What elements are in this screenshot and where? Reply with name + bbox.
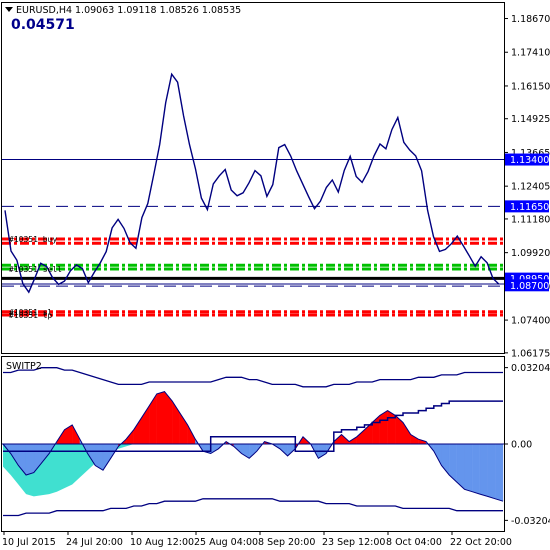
oscillator-step-line: [3, 400, 503, 452]
time-tick-label: 8 Sep 20:00: [258, 537, 315, 548]
time-tick-label: 8 Oct 04:00: [386, 537, 442, 548]
time-tick-label: 23 Sep 12:00: [322, 537, 385, 548]
price-tick-label: 1.18670: [511, 14, 550, 25]
object-label: #10351 sell: [9, 265, 62, 274]
price-tag-label: 1.11650: [510, 202, 549, 213]
main-frame: [1, 2, 505, 354]
time-tick-label: 10 Aug 12:00: [130, 537, 194, 548]
oscillator-title: SWITP2: [6, 361, 42, 372]
chart-ohlc: 1.09063 1.09118 1.08526 1.08535: [75, 5, 241, 16]
oscillator-fill-segment: [25, 443, 34, 476]
price-tick-label: 1.17410: [511, 48, 550, 59]
price-tag: [505, 153, 549, 166]
oscillator-fill-segment: [479, 443, 488, 497]
oscillator-fill-segment: [472, 443, 481, 495]
price-tick-label: 1.09920: [511, 248, 550, 259]
oscillator-band-fill: [3, 444, 503, 497]
oscillator-envelope-lower-line: [3, 498, 503, 517]
oscillator-series: [2, 367, 504, 517]
price-tick-label: 1.12405: [511, 182, 550, 193]
oscillator-fill-segment: [379, 410, 388, 445]
oscillator-fill-segment: [387, 410, 396, 445]
price-tag: [505, 279, 549, 292]
price-tick-label: 1.16150: [511, 81, 550, 92]
time-tick-label: 10 Jul 2015: [2, 537, 56, 548]
price-tick-label: 1.07400: [511, 316, 550, 327]
price-tick-label: 1.11180: [511, 214, 550, 225]
price-tick-label: 1.06175: [511, 348, 550, 359]
time-axis: 10 Jul 2015 24 Jul 20:00 10 Aug 12:00 25 Au…: [2, 531, 512, 548]
oscillator-fill-segment: [487, 443, 496, 500]
oscillator-tick-label: -0.03204: [511, 516, 550, 527]
time-tick-label: 24 Jul 20:00: [66, 537, 123, 548]
time-tick-label: 25 Aug 04:00: [194, 537, 258, 548]
object-label: #10351 buy: [9, 235, 57, 244]
price-tick-label: 1.14925: [511, 114, 550, 125]
oscillator-fill-segment: [156, 391, 165, 445]
oscillator-axis: 0.03204 0.00 -0.03204: [504, 363, 550, 527]
price-line: [4, 72, 500, 294]
time-tick-label: 22 Oct 20:00: [450, 537, 512, 548]
oscillator-tick-label: 0.00: [511, 440, 532, 451]
object-labels: #10351 buy #10351 sell #10351 sl#10351 tp: [9, 235, 62, 320]
value-readout: 0.04571: [11, 17, 75, 33]
object-label: #10351 tp: [9, 311, 53, 320]
oscillator-envelope-upper-line: [3, 367, 503, 388]
price-tag-label: 1.08700: [510, 281, 549, 292]
price-tick-label: 1.13665: [511, 148, 550, 159]
chart-symbol: EURUSD,H4: [16, 5, 72, 16]
price-series: [4, 72, 500, 294]
price-tag: [505, 200, 549, 213]
chart-menu-icon[interactable]: [5, 7, 13, 12]
oscillator-tick-label: 0.03204: [511, 363, 550, 374]
oscillator-fill-segment: [495, 443, 504, 502]
trade-levels: [2, 159, 504, 317]
oscillator-fill-segment: [464, 443, 473, 492]
object-label: #10351 sl: [9, 308, 53, 317]
oscillator-line: [2, 391, 504, 502]
price-tag-label: 1.13400: [510, 155, 549, 166]
